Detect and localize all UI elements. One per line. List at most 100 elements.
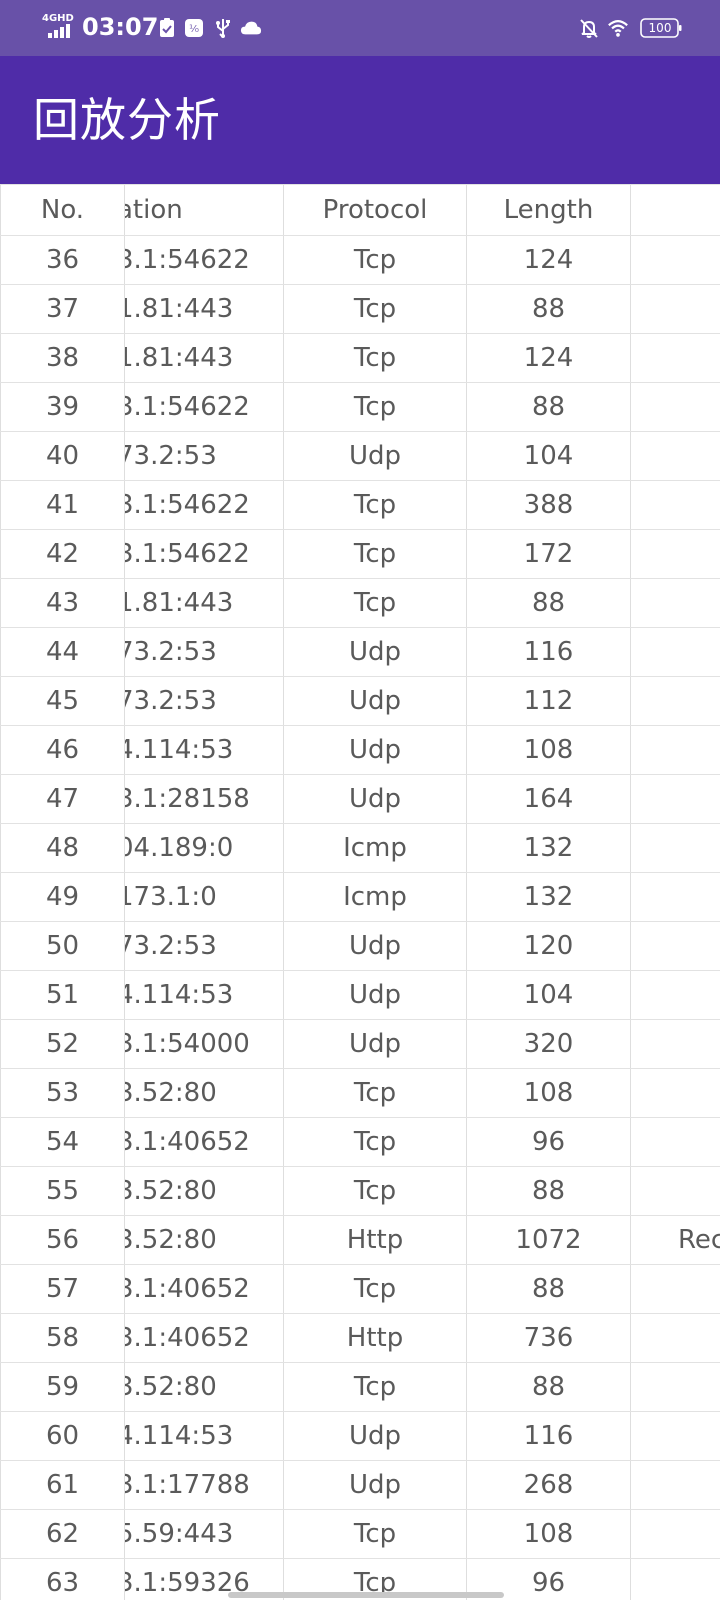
cell-no: 45	[0, 677, 125, 725]
app-bar: 回放分析	[0, 56, 720, 184]
cell-no: 55	[0, 1167, 125, 1215]
cell-protocol: Http	[284, 1216, 467, 1264]
table-row[interactable]: 52 3.1:54000 Udp 320	[0, 1020, 720, 1069]
cell-no-text: 37	[45, 294, 80, 324]
cell-destination: 3.1:54622	[125, 383, 284, 431]
cell-destination-text: 3.1:54622	[125, 539, 250, 569]
cell-no: 46	[0, 726, 125, 774]
header-info[interactable]	[631, 185, 720, 235]
table-row[interactable]: 45 73.2:53 Udp 112	[0, 677, 720, 726]
table-row[interactable]: 40 73.2:53 Udp 104	[0, 432, 720, 481]
cell-destination-text: 1.81:443	[125, 294, 234, 324]
table-row[interactable]: 54 3.1:40652 Tcp 96	[0, 1118, 720, 1167]
cell-no: 48	[0, 824, 125, 872]
cell-destination: 4.114:53	[125, 1412, 284, 1460]
clock: 03:07	[82, 13, 159, 41]
cell-destination-text: 73.2:53	[125, 686, 217, 716]
cell-length: 116	[467, 628, 631, 676]
table-row[interactable]: 48 04.189:0 Icmp 132	[0, 824, 720, 873]
table-row[interactable]: 55 3.52:80 Tcp 88	[0, 1167, 720, 1216]
cell-protocol-text: Udp	[348, 1029, 402, 1059]
cell-destination-text: 1.81:443	[125, 343, 234, 373]
cell-no: 37	[0, 285, 125, 333]
cell-destination: 73.2:53	[125, 922, 284, 970]
status-bar: 4GHD 03:07 ¹⁄₀ 10	[0, 0, 720, 56]
cell-destination-text: 4.114:53	[125, 735, 234, 765]
cell-info	[631, 1118, 720, 1166]
header-protocol[interactable]: Protocol	[284, 185, 467, 235]
cell-protocol: Tcp	[284, 1265, 467, 1313]
cell-length: 108	[467, 1510, 631, 1558]
cell-destination-text: 3.1:54622	[125, 392, 250, 422]
header-no-label: No.	[40, 195, 85, 225]
cell-protocol-text: Tcp	[353, 490, 397, 520]
table-row[interactable]: 50 73.2:53 Udp 120	[0, 922, 720, 971]
cell-destination-text: 1.81:443	[125, 588, 234, 618]
table-row[interactable]: 42 3.1:54622 Tcp 172	[0, 530, 720, 579]
cell-destination: 1.81:443	[125, 334, 284, 382]
table-row[interactable]: 47 3.1:28158 Udp 164	[0, 775, 720, 824]
cell-no: 36	[0, 236, 125, 284]
table-row[interactable]: 46 4.114:53 Udp 108	[0, 726, 720, 775]
table-row[interactable]: 38 1.81:443 Tcp 124	[0, 334, 720, 383]
cell-destination-text: 3.52:80	[125, 1225, 217, 1255]
notifications-off-icon	[580, 19, 598, 38]
table-row[interactable]: 36 3.1:54622 Tcp 124	[0, 236, 720, 285]
table-row[interactable]: 51 4.114:53 Udp 104	[0, 971, 720, 1020]
table-row[interactable]: 56 3.52:80 Http 1072 Rec	[0, 1216, 720, 1265]
cell-info	[631, 775, 720, 823]
cell-destination: 4.114:53	[125, 971, 284, 1019]
cell-length: 88	[467, 579, 631, 627]
table-row[interactable]: 41 3.1:54622 Tcp 388	[0, 481, 720, 530]
table-row[interactable]: 43 1.81:443 Tcp 88	[0, 579, 720, 628]
cell-no-text: 58	[45, 1323, 80, 1353]
header-destination[interactable]: ation	[125, 185, 284, 235]
cell-destination: 3.1:54622	[125, 530, 284, 578]
table-row[interactable]: 61 3.1:17788 Udp 268	[0, 1461, 720, 1510]
table-row[interactable]: 44 73.2:53 Udp 116	[0, 628, 720, 677]
packet-table[interactable]: No. ation Protocol Length 36 3.1:54622 Tcp…	[0, 184, 720, 1600]
cell-protocol: Tcp	[284, 530, 467, 578]
table-row[interactable]: 49 173.1:0 Icmp 132	[0, 873, 720, 922]
cell-protocol: Udp	[284, 1020, 467, 1068]
table-row[interactable]: 60 4.114:53 Udp 116	[0, 1412, 720, 1461]
table-row[interactable]: 62 5.59:443 Tcp 108	[0, 1510, 720, 1559]
table-row[interactable]: 37 1.81:443 Tcp 88	[0, 285, 720, 334]
table-row[interactable]: 39 3.1:54622 Tcp 88	[0, 383, 720, 432]
cell-no: 53	[0, 1069, 125, 1117]
cell-no-text: 63	[45, 1568, 80, 1598]
header-no[interactable]: No.	[0, 185, 125, 235]
cell-no-text: 62	[45, 1519, 80, 1549]
cell-info	[631, 1559, 720, 1600]
cell-info	[631, 579, 720, 627]
cell-destination-text: 3.1:54622	[125, 490, 250, 520]
table-header: No. ation Protocol Length	[0, 184, 720, 236]
cell-no-text: 42	[45, 539, 80, 569]
cell-length: 104	[467, 432, 631, 480]
cell-destination: 3.1:28158	[125, 775, 284, 823]
cell-length-text: 120	[523, 931, 574, 961]
cell-protocol: Udp	[284, 1412, 467, 1460]
table-row[interactable]: 53 3.52:80 Tcp 108	[0, 1069, 720, 1118]
cell-destination-text: 3.1:40652	[125, 1323, 250, 1353]
horizontal-scrollbar[interactable]	[228, 1592, 504, 1598]
cell-length: 132	[467, 873, 631, 921]
cell-protocol-text: Tcp	[353, 1519, 397, 1549]
header-destination-label: ation	[125, 195, 183, 225]
table-row[interactable]: 59 3.52:80 Tcp 88	[0, 1363, 720, 1412]
cell-protocol-text: Tcp	[353, 1127, 397, 1157]
cell-destination-text: 3.1:40652	[125, 1127, 250, 1157]
cell-no: 62	[0, 1510, 125, 1558]
table-row[interactable]: 58 3.1:40652 Http 736	[0, 1314, 720, 1363]
table-row[interactable]: 57 3.1:40652 Tcp 88	[0, 1265, 720, 1314]
cell-info	[631, 971, 720, 1019]
cell-protocol-text: Tcp	[353, 392, 397, 422]
cell-destination-text: 3.52:80	[125, 1176, 217, 1206]
cell-no: 39	[0, 383, 125, 431]
cell-length: 88	[467, 1363, 631, 1411]
cell-protocol: Tcp	[284, 1167, 467, 1215]
cell-protocol-text: Tcp	[353, 1078, 397, 1108]
cell-info	[631, 334, 720, 382]
header-length[interactable]: Length	[467, 185, 631, 235]
cell-destination: 73.2:53	[125, 677, 284, 725]
